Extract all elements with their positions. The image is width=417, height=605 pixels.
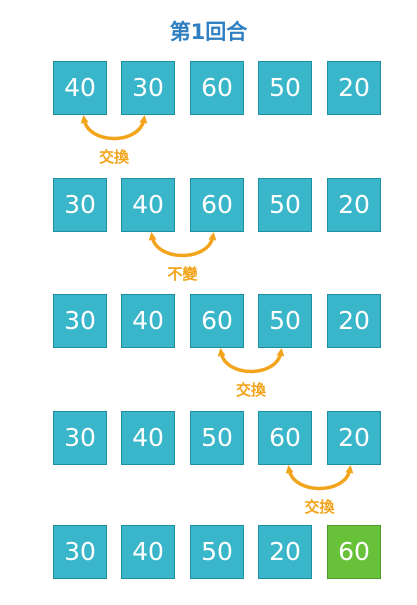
value-box: 60: [190, 61, 244, 115]
value-box: 20: [327, 178, 381, 232]
value-box: 30: [53, 411, 107, 465]
value-box: 40: [53, 61, 107, 115]
array-row-3: 30 40 60 50 20: [0, 294, 417, 350]
comparison-result-label: 交換: [304, 498, 335, 516]
value-box: 40: [121, 411, 175, 465]
array-row-1: 40 30 60 50 20: [0, 61, 417, 117]
value-box: 50: [258, 294, 312, 348]
value-box: 20: [258, 525, 312, 579]
swap-arrow: [80, 115, 148, 141]
array-row-4: 30 40 50 60 20: [0, 411, 417, 467]
value-box: 30: [53, 294, 107, 348]
value-box: 30: [121, 61, 175, 115]
value-box: 40: [121, 294, 175, 348]
value-box: 20: [327, 294, 381, 348]
value-box: 20: [327, 411, 381, 465]
swap-arrow: [217, 348, 285, 374]
comparison-result-label: 交換: [98, 148, 129, 166]
array-row-5: 30 40 50 20 60: [0, 525, 417, 581]
sorted-value-box: 60: [327, 525, 381, 579]
swap-arrow: [148, 232, 217, 258]
value-box: 20: [327, 61, 381, 115]
value-box: 30: [53, 178, 107, 232]
value-box: 50: [258, 178, 312, 232]
value-box: 40: [121, 525, 175, 579]
value-box: 50: [190, 411, 244, 465]
value-box: 60: [258, 411, 312, 465]
value-box: 40: [121, 178, 175, 232]
round-title: 第1回合: [169, 20, 248, 44]
array-row-2: 30 40 60 50 20: [0, 178, 417, 234]
value-box: 60: [190, 294, 244, 348]
value-box: 50: [258, 61, 312, 115]
comparison-result-label: 交換: [235, 381, 266, 399]
comparison-result-label: 不變: [167, 265, 198, 283]
value-box: 30: [53, 525, 107, 579]
value-box: 50: [190, 525, 244, 579]
swap-arrow: [285, 465, 354, 491]
value-box: 60: [190, 178, 244, 232]
